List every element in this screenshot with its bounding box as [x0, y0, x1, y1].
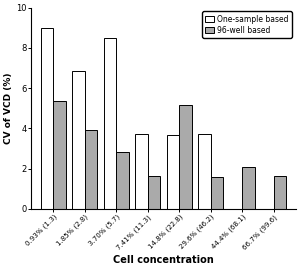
Bar	[148, 176, 161, 209]
X-axis label: Cell concentration: Cell concentration	[113, 255, 214, 265]
Bar	[198, 134, 211, 209]
Bar	[179, 105, 192, 209]
Y-axis label: CV of VCD (%): CV of VCD (%)	[4, 72, 13, 144]
Bar	[41, 28, 53, 209]
Bar	[135, 134, 148, 209]
Bar	[53, 101, 66, 209]
Bar	[85, 130, 98, 209]
Bar	[167, 135, 179, 209]
Bar	[211, 176, 224, 209]
Bar	[274, 176, 286, 209]
Bar	[242, 167, 255, 209]
Legend: One-sample based, 96-well based: One-sample based, 96-well based	[202, 12, 292, 38]
Bar	[116, 153, 129, 209]
Bar	[72, 71, 85, 209]
Bar	[104, 38, 116, 209]
